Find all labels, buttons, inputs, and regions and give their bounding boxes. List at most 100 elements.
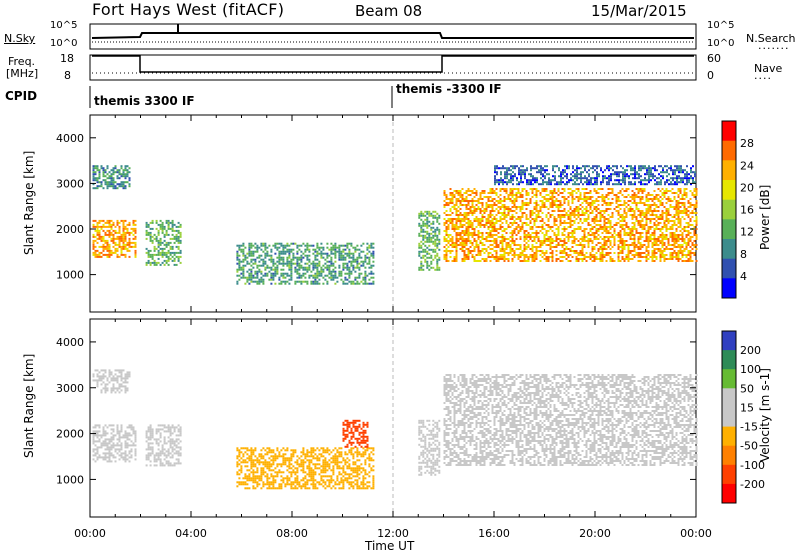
data-cell	[434, 250, 437, 253]
data-cell	[607, 194, 610, 196]
data-cell	[328, 276, 331, 279]
data-cell	[118, 231, 121, 234]
data-cell	[615, 200, 618, 202]
data-cell	[597, 238, 600, 240]
data-cell	[134, 450, 137, 453]
data-cell	[609, 204, 612, 206]
data-cell	[681, 234, 684, 236]
data-cell	[644, 179, 646, 182]
data-cell	[457, 216, 460, 218]
data-cell	[130, 440, 133, 443]
data-cell	[683, 192, 686, 194]
data-cell	[607, 192, 610, 194]
data-cell	[573, 242, 576, 244]
data-cell	[539, 194, 542, 196]
data-cell	[644, 165, 646, 168]
data-cell	[171, 237, 174, 240]
data-cell	[463, 218, 466, 220]
data-cell	[149, 221, 152, 224]
data-cell	[640, 179, 642, 182]
data-cell	[595, 192, 598, 194]
data-cell	[576, 171, 578, 174]
data-cell	[354, 258, 357, 261]
data-cell	[595, 218, 598, 220]
data-cell	[616, 165, 618, 168]
data-cell	[489, 206, 492, 208]
data-cell	[569, 216, 572, 218]
data-cell	[120, 245, 123, 248]
data-cell	[549, 202, 552, 204]
data-cell	[434, 210, 437, 213]
data-cell	[467, 230, 470, 232]
data-cell	[678, 177, 680, 180]
data-cell	[445, 238, 448, 240]
data-cell	[577, 214, 580, 216]
data-cell	[106, 229, 109, 232]
data-cell	[104, 444, 107, 447]
data-cell	[316, 252, 319, 255]
data-cell	[106, 387, 109, 390]
data-cell	[587, 244, 590, 246]
data-cell	[348, 252, 351, 255]
data-cell	[254, 270, 257, 273]
data-cell	[517, 218, 520, 220]
data-cell	[583, 256, 586, 258]
data-cell	[334, 272, 337, 275]
data-cell	[653, 224, 656, 226]
data-cell	[524, 173, 526, 176]
data-cell	[513, 256, 516, 258]
data-cell	[556, 165, 558, 168]
data-cell	[290, 262, 293, 265]
data-cell	[316, 246, 319, 249]
data-cell	[649, 218, 652, 220]
data-cell	[445, 256, 448, 258]
data-cell	[171, 223, 174, 226]
data-cell	[572, 175, 574, 178]
data-cell	[473, 218, 476, 220]
data-cell	[489, 196, 492, 198]
data-cell	[625, 212, 628, 214]
data-cell	[324, 266, 327, 269]
data-cell	[640, 183, 642, 186]
data-cell	[278, 260, 281, 263]
data-cell	[663, 224, 666, 226]
data-cell	[481, 224, 484, 226]
data-cell	[102, 243, 105, 246]
scatter-region-2	[92, 369, 131, 394]
data-cell	[346, 242, 349, 245]
data-cell	[497, 236, 500, 238]
data-cell	[518, 167, 520, 170]
data-cell	[338, 266, 341, 269]
data-cell	[658, 181, 660, 184]
data-cell	[445, 194, 448, 196]
data-cell	[649, 208, 652, 210]
data-cell	[157, 243, 160, 246]
data-cell	[651, 194, 654, 196]
data-cell	[603, 198, 606, 200]
data-cell	[531, 190, 534, 192]
data-cell	[248, 268, 251, 271]
data-cell	[599, 260, 602, 262]
data-cell	[100, 389, 103, 392]
data-cell	[563, 244, 566, 246]
data-cell	[648, 165, 650, 168]
data-cell	[459, 220, 462, 222]
data-cell	[651, 212, 654, 214]
data-cell	[304, 272, 307, 275]
data-cell	[661, 236, 664, 238]
data-cell	[157, 223, 160, 226]
data-cell	[104, 442, 107, 445]
data-cell	[668, 179, 670, 182]
data-cell	[314, 256, 317, 259]
data-cell	[475, 218, 478, 220]
data-cell	[598, 165, 600, 168]
data-cell	[625, 196, 628, 198]
data-cell	[599, 210, 602, 212]
data-cell	[657, 236, 660, 238]
data-cell	[159, 243, 162, 246]
data-cell	[660, 175, 662, 178]
data-cell	[553, 204, 556, 206]
data-cell	[268, 278, 271, 281]
data-cell	[539, 220, 542, 222]
data-cell	[617, 246, 620, 248]
